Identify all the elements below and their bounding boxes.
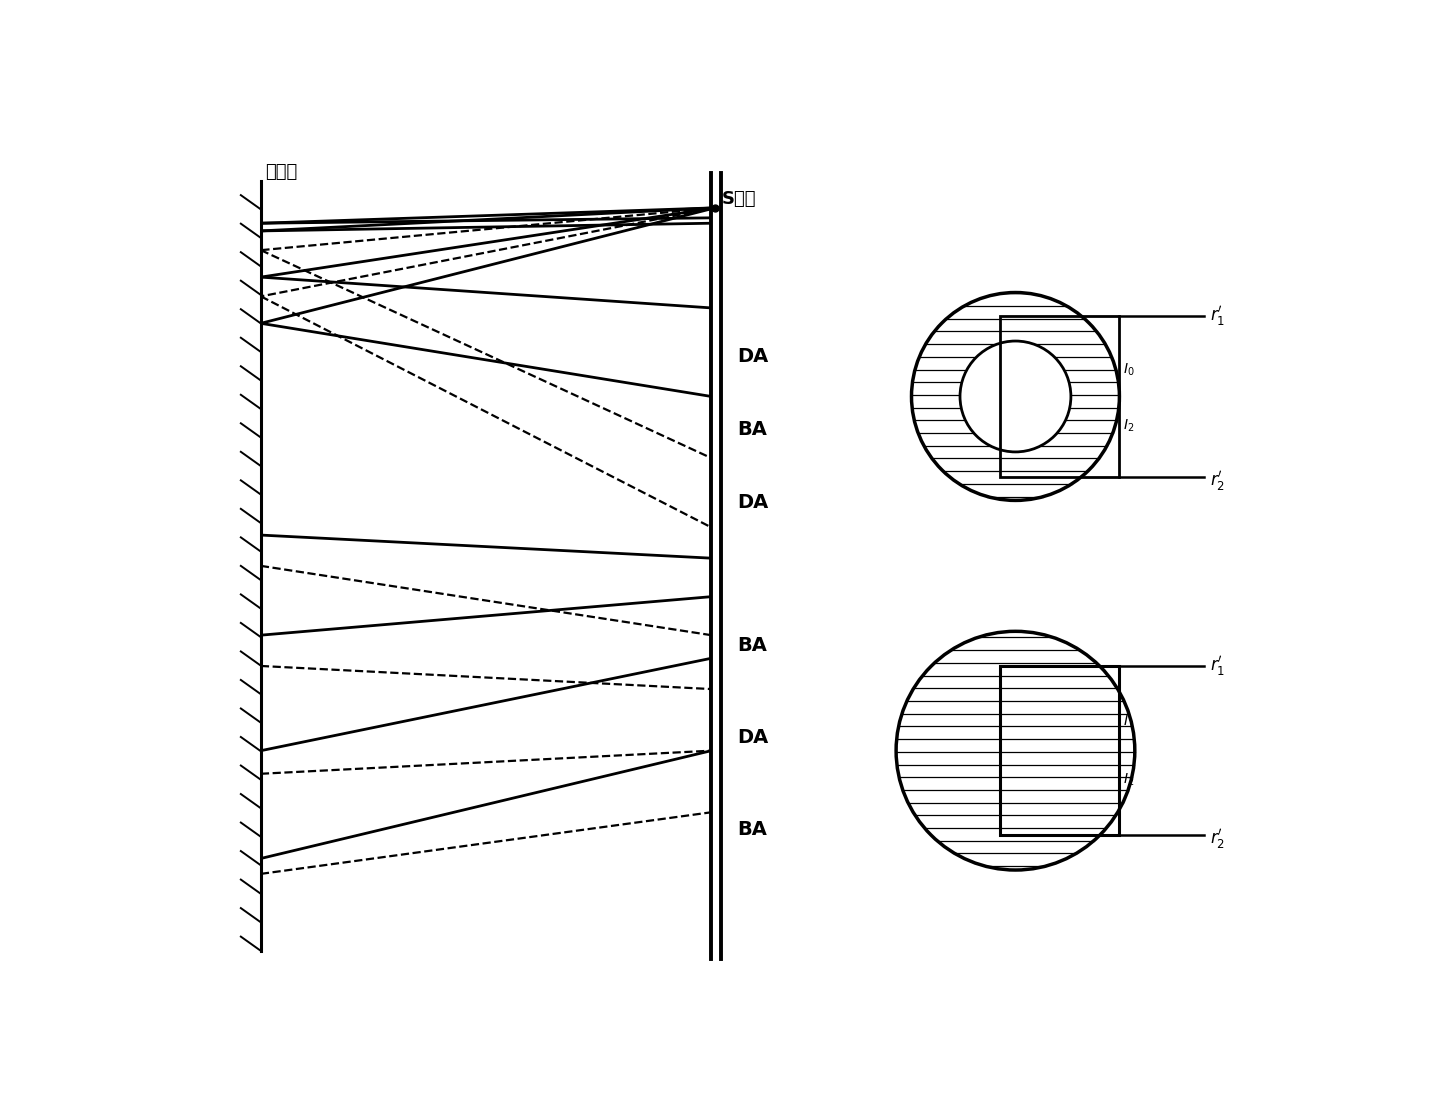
- Text: $I_1$: $I_1$: [1123, 714, 1135, 729]
- Bar: [1001, 666, 1119, 835]
- Text: BA: BA: [737, 420, 767, 439]
- Text: DA: DA: [737, 728, 769, 747]
- Text: BA: BA: [737, 635, 767, 654]
- Bar: [1001, 315, 1119, 478]
- Text: $I_0$: $I_0$: [1123, 362, 1135, 377]
- Text: DA: DA: [737, 346, 769, 366]
- Text: 反射面: 反射面: [265, 163, 297, 181]
- Text: $I_2$: $I_2$: [1123, 418, 1135, 433]
- Text: $r_2'$: $r_2'$: [1210, 469, 1226, 493]
- Text: DA: DA: [737, 493, 769, 512]
- Text: $r_1'$: $r_1'$: [1210, 303, 1226, 328]
- Text: $I_2$: $I_2$: [1123, 772, 1135, 789]
- Text: $r_1'$: $r_1'$: [1210, 654, 1226, 678]
- Circle shape: [911, 292, 1119, 501]
- Circle shape: [960, 341, 1071, 452]
- Text: $r_2'$: $r_2'$: [1210, 827, 1226, 852]
- Text: BA: BA: [737, 821, 767, 839]
- Circle shape: [895, 631, 1135, 870]
- Text: S光源: S光源: [721, 190, 756, 208]
